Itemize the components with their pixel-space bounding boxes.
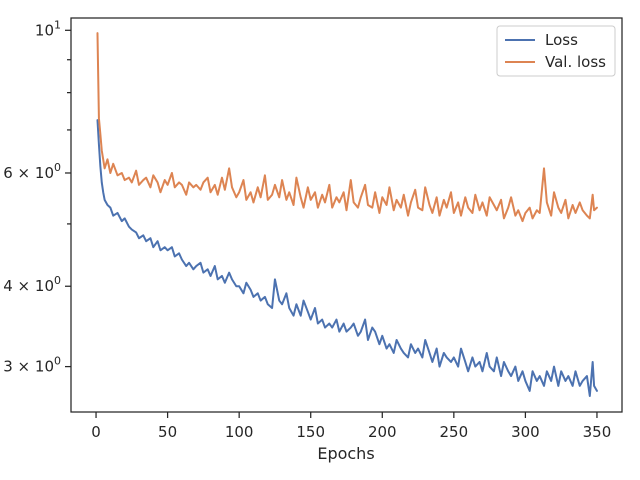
x-tick-label: 150: [296, 423, 325, 441]
y-tick-exponent: 0: [54, 355, 61, 368]
y-tick-label: 6 × 100: [3, 161, 61, 182]
axes-frame: [70, 17, 623, 413]
x-axis-label: Epochs: [317, 444, 374, 463]
x-tick-label: 300: [511, 423, 540, 441]
legend-label: Val. loss: [545, 53, 606, 71]
plot-area: [70, 17, 623, 413]
legend-box: [496, 25, 616, 77]
y-tick-exponent: 1: [54, 18, 61, 31]
x-tick-label: 250: [440, 423, 469, 441]
legend: Loss Val. loss: [496, 25, 616, 77]
y-tick-exponent: 0: [54, 274, 61, 287]
x-tick-label: 200: [368, 423, 397, 441]
y-tick-exponent: 0: [54, 161, 61, 174]
x-tick-label: 50: [158, 423, 177, 441]
series-line-loss: [96, 119, 598, 398]
y-tick-label: 3 × 100: [3, 355, 61, 376]
plot-background: [71, 18, 622, 412]
y-tick-label: 4 × 100: [3, 274, 61, 295]
y-tick-base: 4 × 10: [3, 277, 54, 295]
series-layer: [96, 32, 598, 398]
x-tick-label: 350: [583, 423, 612, 441]
y-tick-base: 10: [35, 21, 54, 39]
x-tick-label: 100: [225, 423, 254, 441]
series-line-val-loss: [96, 32, 598, 223]
legend-label: Loss: [545, 31, 578, 49]
x-tick-label: 0: [91, 423, 101, 441]
y-tick-base: 6 × 10: [3, 164, 54, 182]
x-axis: 0 50 100 150 200 250 300 350: [91, 412, 611, 441]
y-tick-base: 3 × 10: [3, 358, 54, 376]
y-tick-label: 101: [35, 18, 61, 39]
